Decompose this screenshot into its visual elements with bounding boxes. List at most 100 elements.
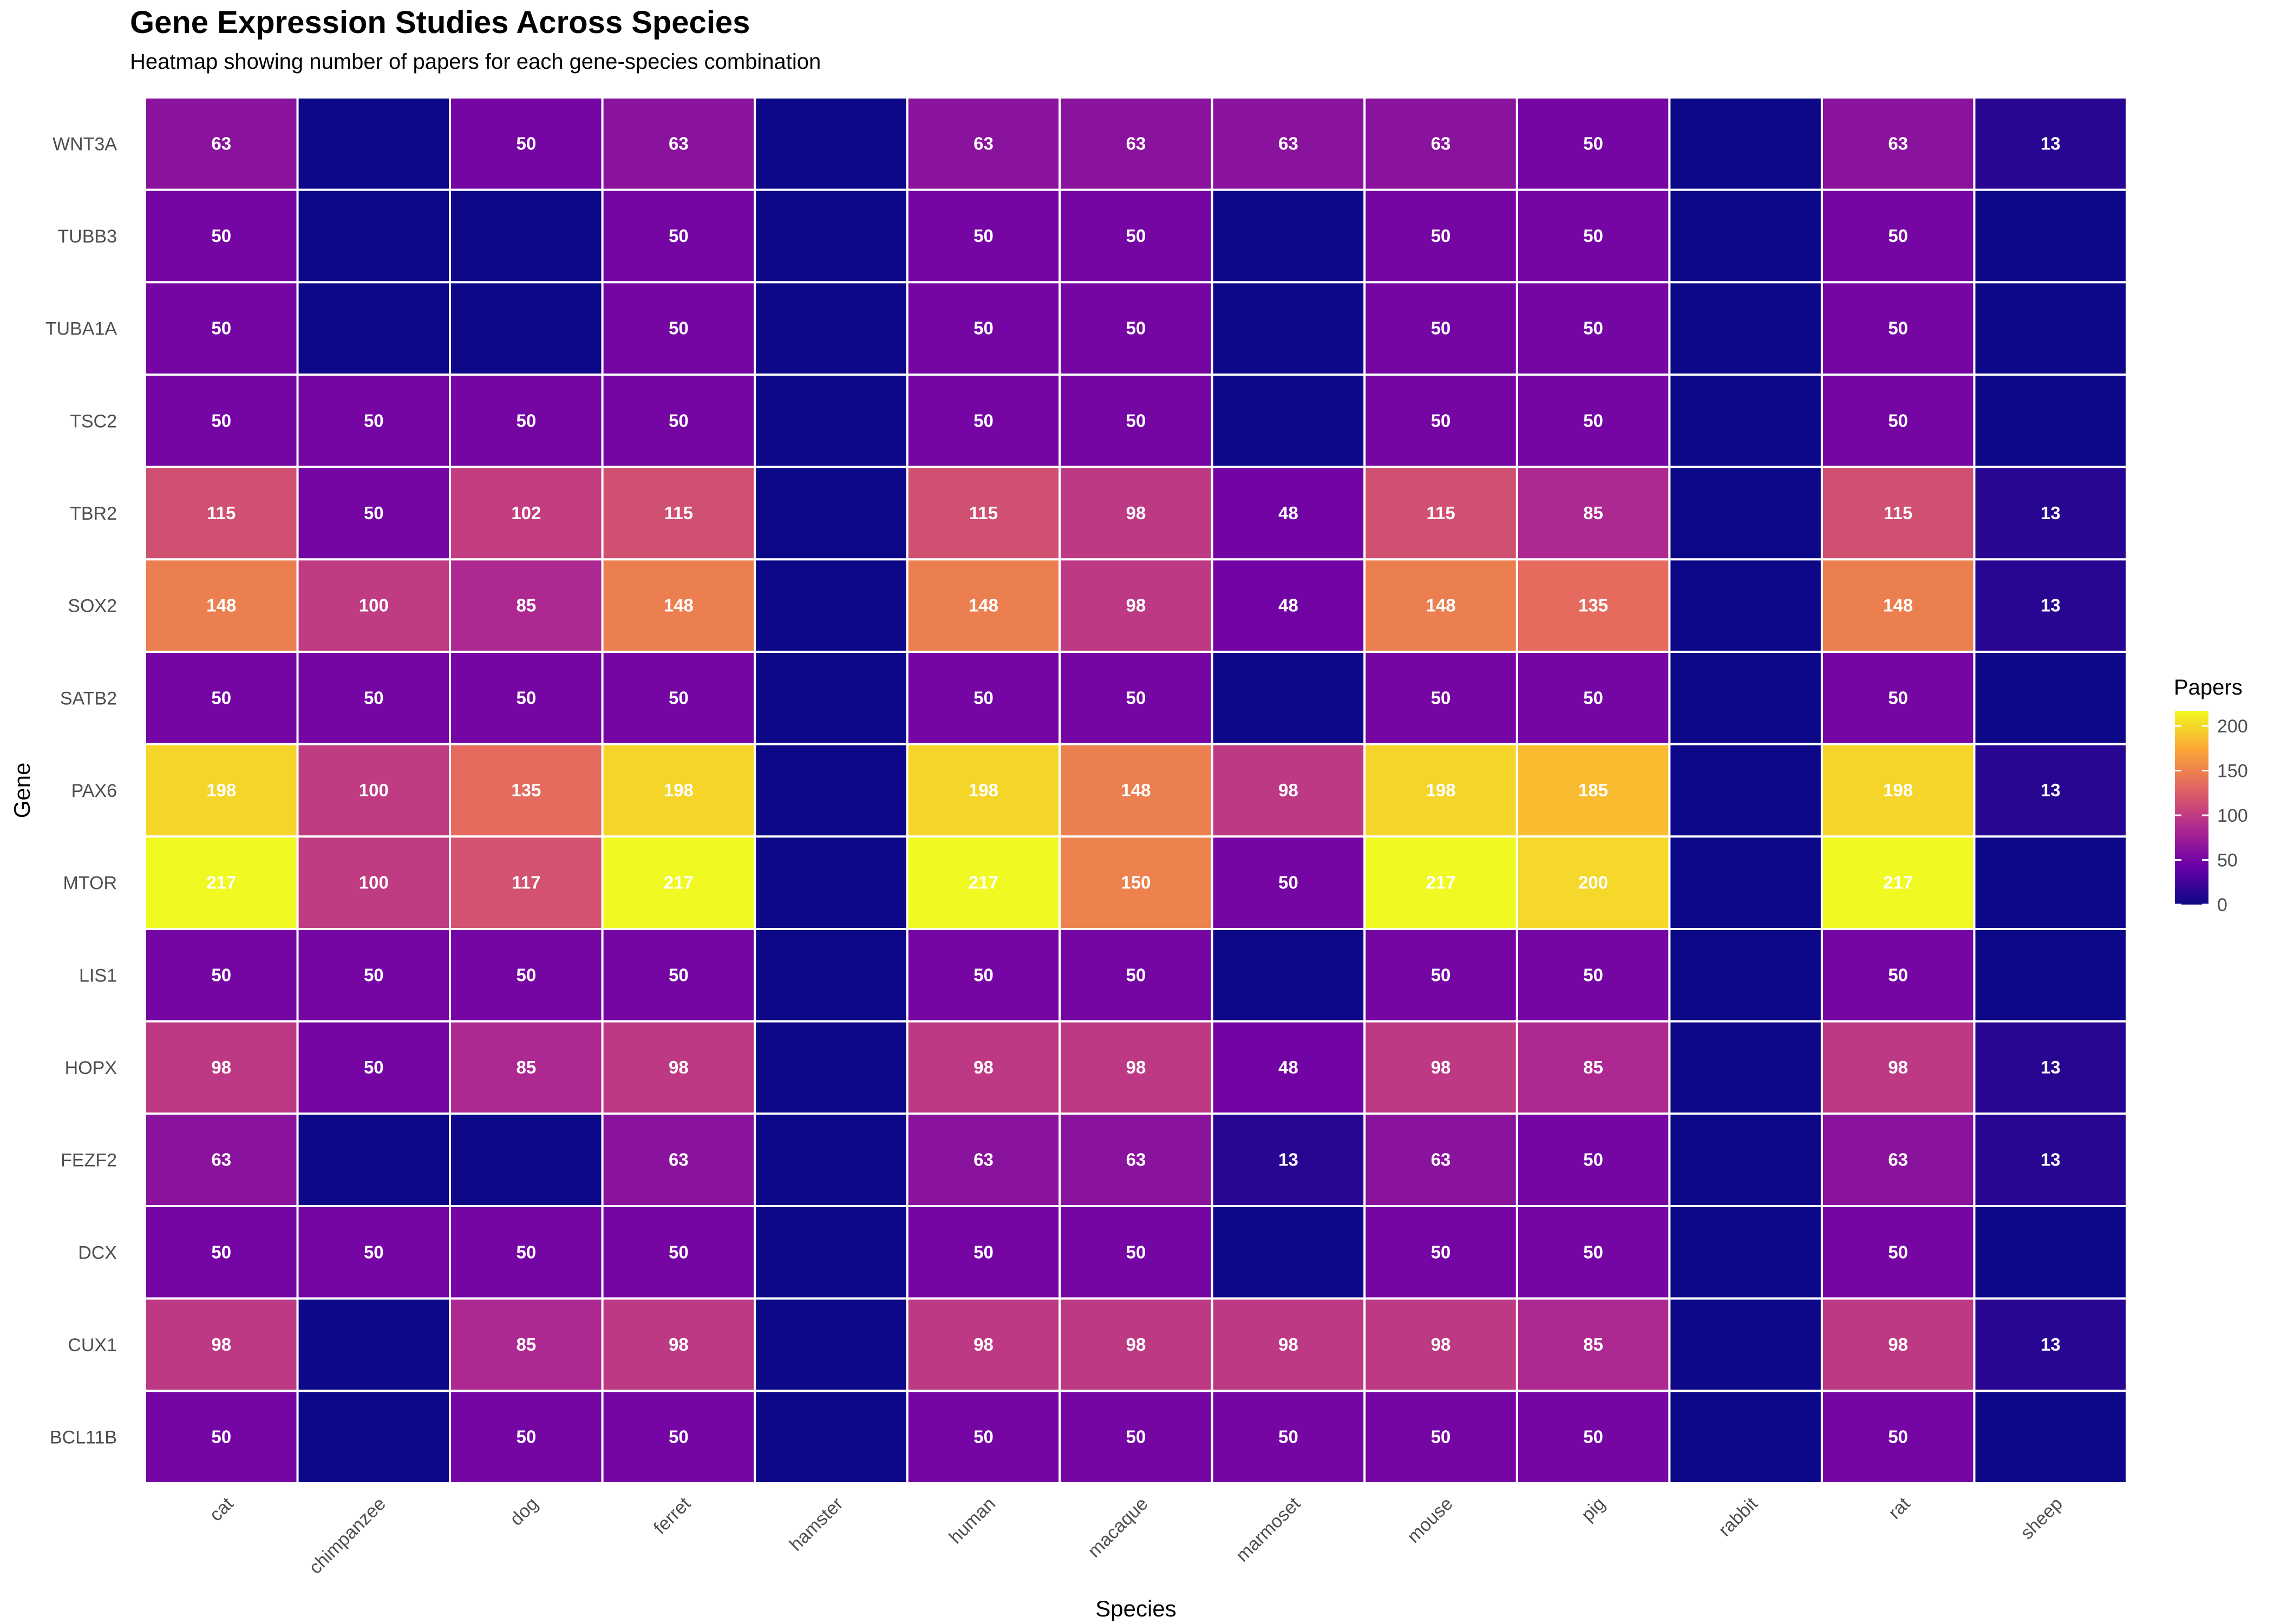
cell-value-label: 50 (669, 410, 689, 430)
heatmap-cell-TUBA1A-mouse (1363, 281, 1518, 376)
cell-value-label: 50 (516, 410, 536, 430)
x-axis-tick-labels: cat chimpanzee dog ferret hamster human macaqu… (205, 1493, 2066, 1578)
cell-value-label: 50 (1126, 318, 1146, 338)
heatmap-cell-LIS1-pig (1515, 928, 1671, 1023)
heatmap-cell-MTOR-hamster (754, 835, 909, 931)
cell-value-label: 217 (1883, 873, 1913, 893)
heatmap-cell-FEZF2-marmoset (1211, 1112, 1366, 1207)
x-tick-label: human (945, 1494, 999, 1548)
cell-value-label: 98 (1126, 503, 1146, 523)
heatmap-cell-BCL11B-rabbit (1668, 1390, 1823, 1484)
cell-value-label: 50 (364, 687, 384, 708)
cell-value-label: 100 (359, 873, 389, 893)
heatmap-cell-SOX2-mouse (1363, 558, 1518, 653)
heatmap-cell-TUBA1A-chimpanzee (296, 281, 452, 376)
cell-value-label: 63 (973, 1150, 994, 1170)
cell-value-label: 50 (516, 1427, 536, 1447)
heatmap-cell-CUX1-rabbit (1668, 1297, 1823, 1392)
heatmap-cell-LIS1-human (906, 928, 1061, 1023)
legend-tick-label: 50 (2217, 850, 2238, 871)
x-tick-label: chimpanzee (305, 1494, 390, 1579)
cell-value-label: 50 (1583, 1427, 1603, 1447)
legend-tick-label: 0 (2217, 895, 2227, 915)
x-tick-label: marmoset (1232, 1493, 1304, 1566)
heatmap-cell-DCX-cat (144, 1205, 299, 1300)
cell-value-label: 85 (516, 1334, 536, 1354)
cell-value-label: 63 (1431, 1150, 1451, 1170)
heatmap-cell-BCL11B-ferret (601, 1390, 756, 1484)
heatmap-cell-BCL11B-marmoset (1211, 1390, 1366, 1484)
cell-value-label: 50 (211, 1427, 231, 1447)
y-tick-label: CUX1 (68, 1335, 117, 1355)
heatmap-cell-BCL11B-hamster (754, 1390, 909, 1484)
cell-value-label: 148 (206, 595, 236, 615)
heatmap-cell-SOX2-macaque (1058, 558, 1213, 653)
cell-value-label: 50 (669, 1427, 689, 1447)
heatmap-cell-TSC2-dog (449, 374, 604, 468)
cell-value-label: 50 (1431, 410, 1451, 430)
cell-value-label: 85 (516, 595, 536, 615)
heatmap-cell-WNT3A-rabbit (1668, 96, 1823, 191)
heatmap-cell-LIS1-rabbit (1668, 928, 1823, 1023)
heatmap-cell-CUX1-human (906, 1297, 1061, 1392)
heatmap-cell-TSC2-cat (144, 374, 299, 468)
cell-value-label: 98 (1126, 1057, 1146, 1077)
heatmap-cell-WNT3A-chimpanzee (296, 96, 452, 191)
cell-value-label: 48 (1278, 595, 1298, 615)
y-tick-label: LIS1 (79, 965, 117, 986)
heatmap-cell-TUBA1A-macaque (1058, 281, 1213, 376)
cell-value-label: 98 (1431, 1334, 1451, 1354)
heatmap-cell-TSC2-pig (1515, 374, 1671, 468)
heatmap-cell-TUBB3-marmoset (1211, 188, 1366, 284)
heatmap-cell-TBR2-mouse (1363, 466, 1518, 561)
heatmap-cell-FEZF2-hamster (754, 1112, 909, 1207)
heatmap-cell-FEZF2-mouse (1363, 1112, 1518, 1207)
heatmap-cell-TSC2-hamster (754, 374, 909, 468)
heatmap-cell-MTOR-chimpanzee (296, 835, 452, 931)
cell-value-label: 50 (1888, 965, 1908, 985)
cell-value-label: 50 (211, 965, 231, 985)
heatmap-cells (144, 96, 2128, 1484)
heatmap-cell-SATB2-sheep (1973, 651, 2128, 745)
cell-value-label: 50 (1888, 226, 1908, 246)
cell-value-label: 50 (516, 687, 536, 708)
cell-value-label: 50 (1888, 410, 1908, 430)
heatmap-cell-WNT3A-human (906, 96, 1061, 191)
cell-value-label: 50 (669, 965, 689, 985)
y-tick-label: TUBB3 (57, 226, 117, 247)
cell-value-label: 200 (1578, 873, 1608, 893)
heatmap-cell-DCX-hamster (754, 1205, 909, 1300)
heatmap-cell-PAX6-hamster (754, 743, 909, 838)
heatmap-cell-CUX1-pig (1515, 1297, 1671, 1392)
heatmap-cell-SATB2-rabbit (1668, 651, 1823, 745)
heatmap-cell-TUBA1A-dog (449, 281, 604, 376)
cell-value-label: 50 (973, 318, 994, 338)
x-tick-label: mouse (1403, 1494, 1457, 1547)
heatmap-cell-SOX2-sheep (1973, 558, 2128, 653)
cell-value-label: 48 (1278, 503, 1298, 523)
heatmap-cell-SOX2-rabbit (1668, 558, 1823, 653)
heatmap-cell-TBR2-human (906, 466, 1061, 561)
x-tick-label: sheep (2017, 1494, 2067, 1543)
heatmap-cell-MTOR-marmoset (1211, 835, 1366, 931)
heatmap-cell-SOX2-hamster (754, 558, 909, 653)
heatmap-cell-TUBB3-sheep (1973, 188, 2128, 284)
heatmap-cell-labels: 63 50 63 63 63 63 63 50 63 13 50 50 50 50 50 50 50 50 50 50… (206, 133, 2060, 1446)
heatmap-cell-HOPX-marmoset (1211, 1020, 1366, 1115)
cell-value-label: 13 (2041, 595, 2061, 615)
heatmap-cell-LIS1-chimpanzee (296, 928, 452, 1023)
heatmap-cell-LIS1-hamster (754, 928, 909, 1023)
heatmap-cell-CUX1-chimpanzee (296, 1297, 452, 1392)
heatmap-cell-FEZF2-rabbit (1668, 1112, 1823, 1207)
cell-value-label: 63 (973, 133, 994, 153)
cell-value-label: 50 (364, 1242, 384, 1262)
cell-value-label: 85 (1583, 1057, 1603, 1077)
y-tick-label: FEZF2 (61, 1150, 117, 1171)
cell-value-label: 100 (359, 780, 389, 800)
y-tick-label: DCX (78, 1242, 117, 1263)
cell-value-label: 50 (1431, 965, 1451, 985)
cell-value-label: 13 (2041, 1057, 2061, 1077)
heatmap-cell-TUBA1A-rabbit (1668, 281, 1823, 376)
heatmap-cell-HOPX-macaque (1058, 1020, 1213, 1115)
cell-value-label: 98 (211, 1057, 231, 1077)
